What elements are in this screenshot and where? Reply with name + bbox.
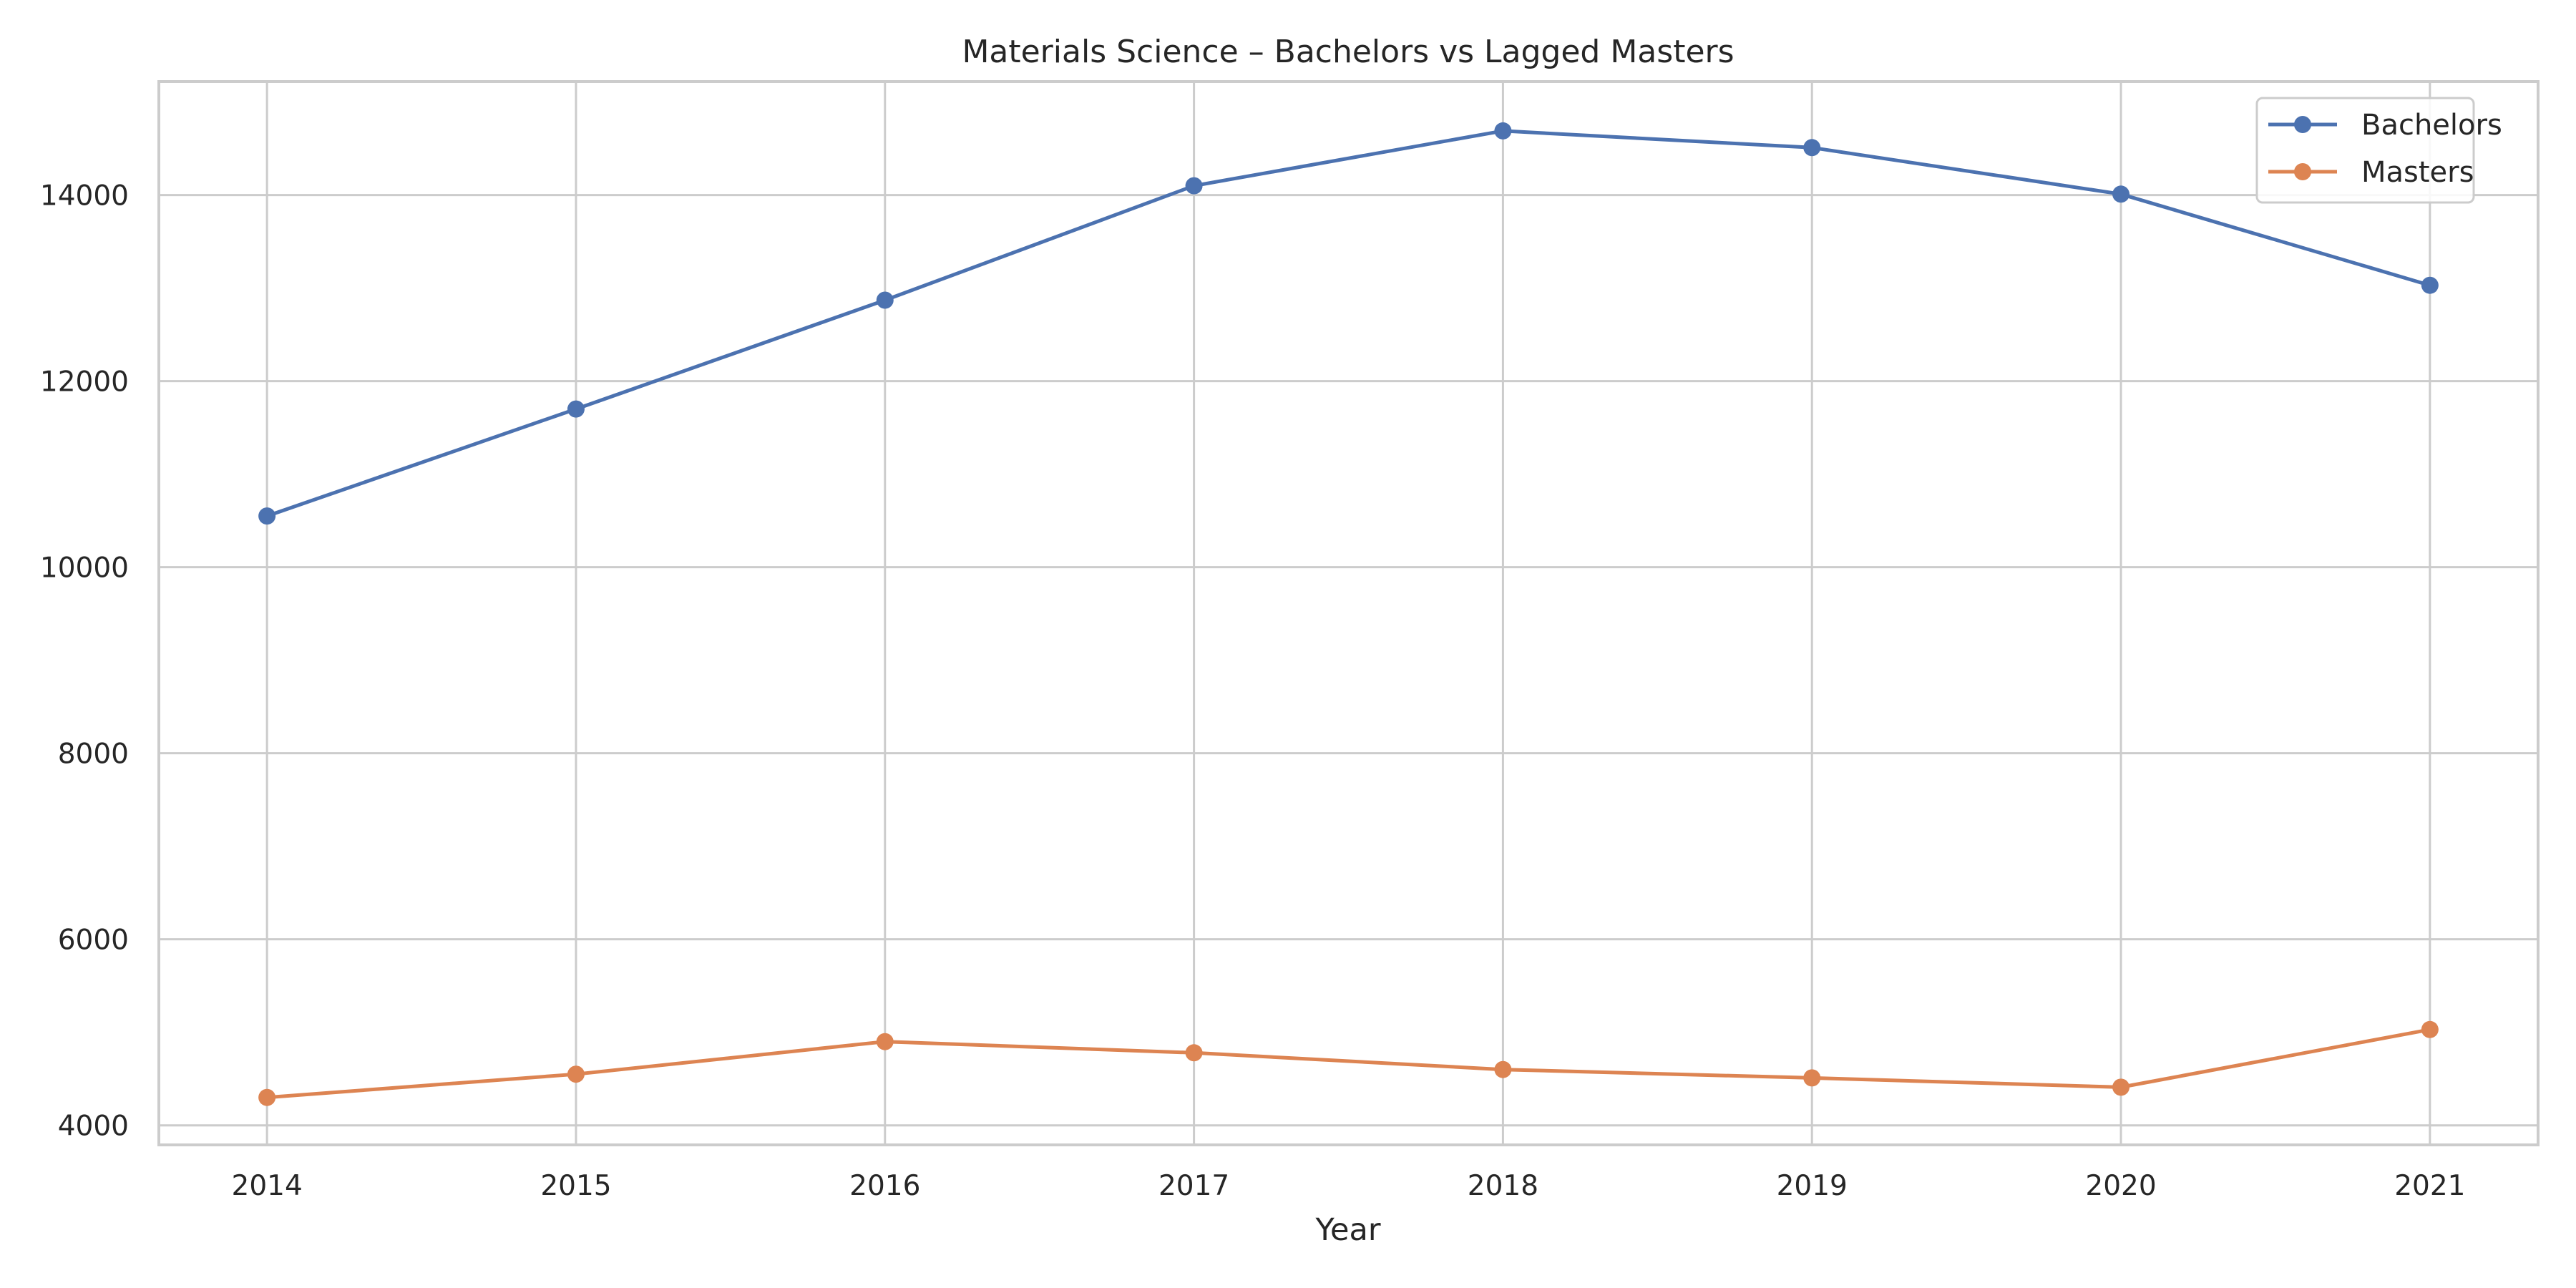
y-tick-label: 12000 [40,366,129,399]
y-tick-label: 6000 [58,924,129,957]
data-point-bachelors [2112,185,2130,203]
x-axis-label: Year [1314,1212,1380,1248]
chart-title: Materials Science – Bachelors vs Lagged … [962,34,1734,70]
legend-label-masters: Masters [2361,156,2474,189]
x-tick-label: 2018 [1468,1170,1538,1202]
data-point-bachelors [1803,139,1821,157]
legend-label-bachelors: Bachelors [2361,109,2502,142]
series-line-masters [265,1028,2432,1100]
grid [159,82,2538,1145]
data-point-bachelors [2421,276,2439,294]
x-tick-label: 2019 [1777,1170,1848,1202]
series-group [258,122,2439,1106]
x-tick-label: 2021 [2394,1170,2465,1202]
y-tick-label: 10000 [40,552,129,585]
data-point-masters [1185,1044,1203,1062]
legend-marker-masters [2294,163,2311,180]
data-point-masters [258,1088,276,1106]
data-point-bachelors [876,291,894,309]
plot-frame [157,80,2540,1146]
data-point-masters [567,1065,585,1083]
y-tick-label: 8000 [58,738,129,771]
x-tick-label: 2014 [232,1170,303,1202]
data-point-masters [876,1033,894,1050]
x-tick-label: 2015 [540,1170,611,1202]
legend-marker-bachelors [2294,116,2311,133]
data-point-masters [1803,1069,1821,1087]
y-tick-label: 4000 [58,1111,129,1143]
legend: Bachelors Masters [2255,97,2502,204]
data-point-bachelors [258,507,276,525]
data-point-masters [2112,1078,2130,1096]
y-tick-label: 14000 [40,180,129,213]
x-tick-label: 2016 [849,1170,920,1202]
y-axis-ticks: 4000 6000 8000 10000 12000 14000 [40,180,129,1143]
series-line-bachelors [265,129,2432,518]
x-tick-label: 2017 [1158,1170,1229,1202]
data-point-masters [1494,1060,1512,1078]
x-tick-label: 2020 [2085,1170,2156,1202]
data-point-bachelors [1494,122,1512,140]
x-axis-ticks: 2014 2015 2016 2017 2018 2019 2020 2021 [232,1170,2466,1202]
data-point-masters [2421,1020,2439,1038]
data-point-bachelors [1185,177,1203,195]
data-point-bachelors [567,400,585,418]
